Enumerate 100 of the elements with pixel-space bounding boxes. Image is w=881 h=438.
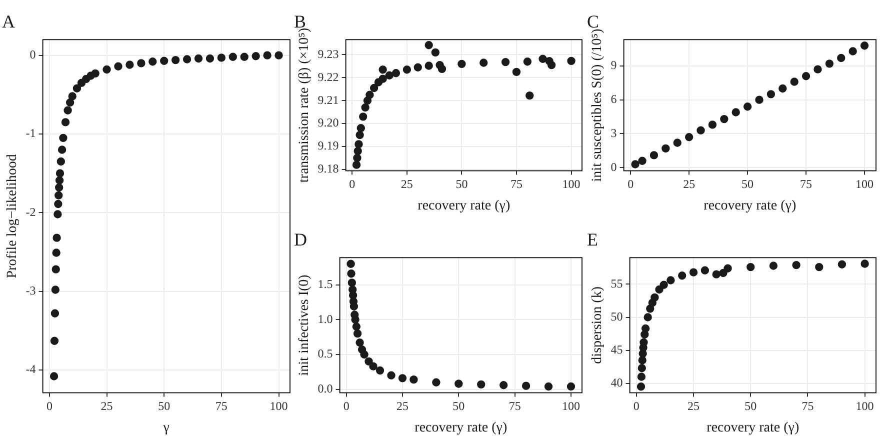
point bbox=[54, 191, 63, 200]
point bbox=[50, 336, 59, 345]
point bbox=[424, 62, 433, 70]
point bbox=[68, 92, 76, 100]
point bbox=[351, 316, 360, 324]
point bbox=[392, 68, 400, 78]
point bbox=[438, 64, 446, 74]
point bbox=[708, 120, 717, 129]
y-tick-label: 55 bbox=[610, 276, 623, 290]
point bbox=[352, 322, 361, 331]
point bbox=[346, 260, 355, 268]
point bbox=[56, 157, 66, 166]
x-axis-title: recovery rate (γ) bbox=[418, 198, 510, 214]
x-tick-label: 25 bbox=[400, 177, 413, 192]
point bbox=[385, 71, 394, 80]
y-tick-label: 50 bbox=[610, 309, 623, 324]
y-tick-label: 40 bbox=[610, 376, 623, 390]
point bbox=[501, 58, 510, 66]
x-tick-label: 25 bbox=[688, 399, 700, 414]
y-tick-label: 1.5 bbox=[318, 276, 333, 291]
x-tick-label: 0 bbox=[628, 177, 634, 192]
point bbox=[712, 270, 720, 278]
point bbox=[91, 69, 100, 78]
y-tick-label: 45 bbox=[610, 342, 623, 356]
point bbox=[50, 372, 58, 380]
x-tick-label: 100 bbox=[856, 399, 874, 414]
point bbox=[50, 309, 60, 318]
x-axis-title: recovery rate (γ) bbox=[706, 420, 800, 436]
y-tick-label: 0.0 bbox=[318, 381, 333, 396]
x-tick-label: 75 bbox=[510, 177, 522, 192]
point bbox=[102, 65, 111, 74]
point bbox=[458, 60, 466, 68]
x-tick-label: 50 bbox=[456, 177, 468, 192]
point bbox=[720, 114, 728, 124]
point bbox=[61, 118, 70, 126]
x-tick-label: 25 bbox=[396, 399, 408, 414]
x-tick-label: 75 bbox=[800, 177, 812, 192]
point bbox=[182, 55, 192, 64]
point bbox=[802, 72, 810, 80]
point bbox=[348, 278, 356, 287]
x-axis-title: recovery rate (γ) bbox=[414, 420, 508, 436]
point bbox=[240, 52, 248, 62]
point bbox=[566, 382, 576, 391]
point bbox=[171, 56, 180, 64]
point bbox=[274, 51, 283, 60]
point bbox=[480, 58, 488, 67]
point bbox=[544, 382, 553, 391]
point bbox=[378, 74, 387, 83]
x-axis-title: recovery rate (γ) bbox=[704, 198, 796, 214]
point bbox=[354, 140, 363, 148]
point bbox=[838, 260, 846, 269]
point bbox=[58, 146, 66, 154]
point bbox=[512, 68, 521, 76]
y-tick-label: 0 bbox=[30, 47, 36, 62]
point bbox=[678, 272, 686, 280]
point bbox=[732, 108, 740, 116]
chart-title: D bbox=[294, 230, 307, 250]
point bbox=[55, 176, 64, 185]
point bbox=[636, 382, 646, 391]
point bbox=[644, 313, 652, 322]
point bbox=[148, 58, 157, 66]
point bbox=[538, 54, 547, 63]
point bbox=[361, 103, 370, 112]
point bbox=[66, 98, 74, 107]
point bbox=[673, 138, 682, 147]
point bbox=[631, 160, 640, 168]
point bbox=[194, 54, 203, 63]
point bbox=[684, 133, 694, 142]
point bbox=[637, 372, 646, 381]
y-tick-label: 1.0 bbox=[318, 312, 333, 326]
y-tick-label: -4 bbox=[26, 362, 36, 376]
point bbox=[228, 52, 237, 62]
point bbox=[54, 210, 62, 218]
point bbox=[52, 265, 60, 274]
point bbox=[746, 262, 755, 272]
point bbox=[54, 183, 64, 192]
x-tick-label: 0 bbox=[46, 399, 52, 414]
y-tick-label: 9.18 bbox=[318, 162, 339, 176]
point bbox=[387, 371, 396, 380]
point bbox=[54, 200, 62, 208]
point bbox=[860, 260, 869, 268]
x-tick-label: 0 bbox=[349, 177, 356, 192]
y-tick-label: 3 bbox=[610, 126, 617, 140]
point bbox=[431, 48, 440, 57]
point bbox=[825, 60, 834, 68]
point bbox=[689, 268, 698, 276]
x-tick-label: 75 bbox=[802, 399, 814, 414]
point bbox=[638, 364, 646, 372]
y-tick-label: 9.20 bbox=[318, 116, 339, 130]
point bbox=[217, 54, 226, 62]
point bbox=[263, 51, 272, 60]
x-tick-label: 100 bbox=[562, 399, 580, 414]
point bbox=[696, 126, 705, 134]
point bbox=[743, 102, 752, 111]
x-tick-label: 25 bbox=[100, 399, 113, 414]
x-tick-label: 100 bbox=[562, 177, 580, 192]
x-tick-label: 100 bbox=[856, 177, 874, 192]
y-tick-label: -3 bbox=[26, 283, 36, 298]
point bbox=[114, 62, 122, 70]
point bbox=[424, 41, 433, 50]
